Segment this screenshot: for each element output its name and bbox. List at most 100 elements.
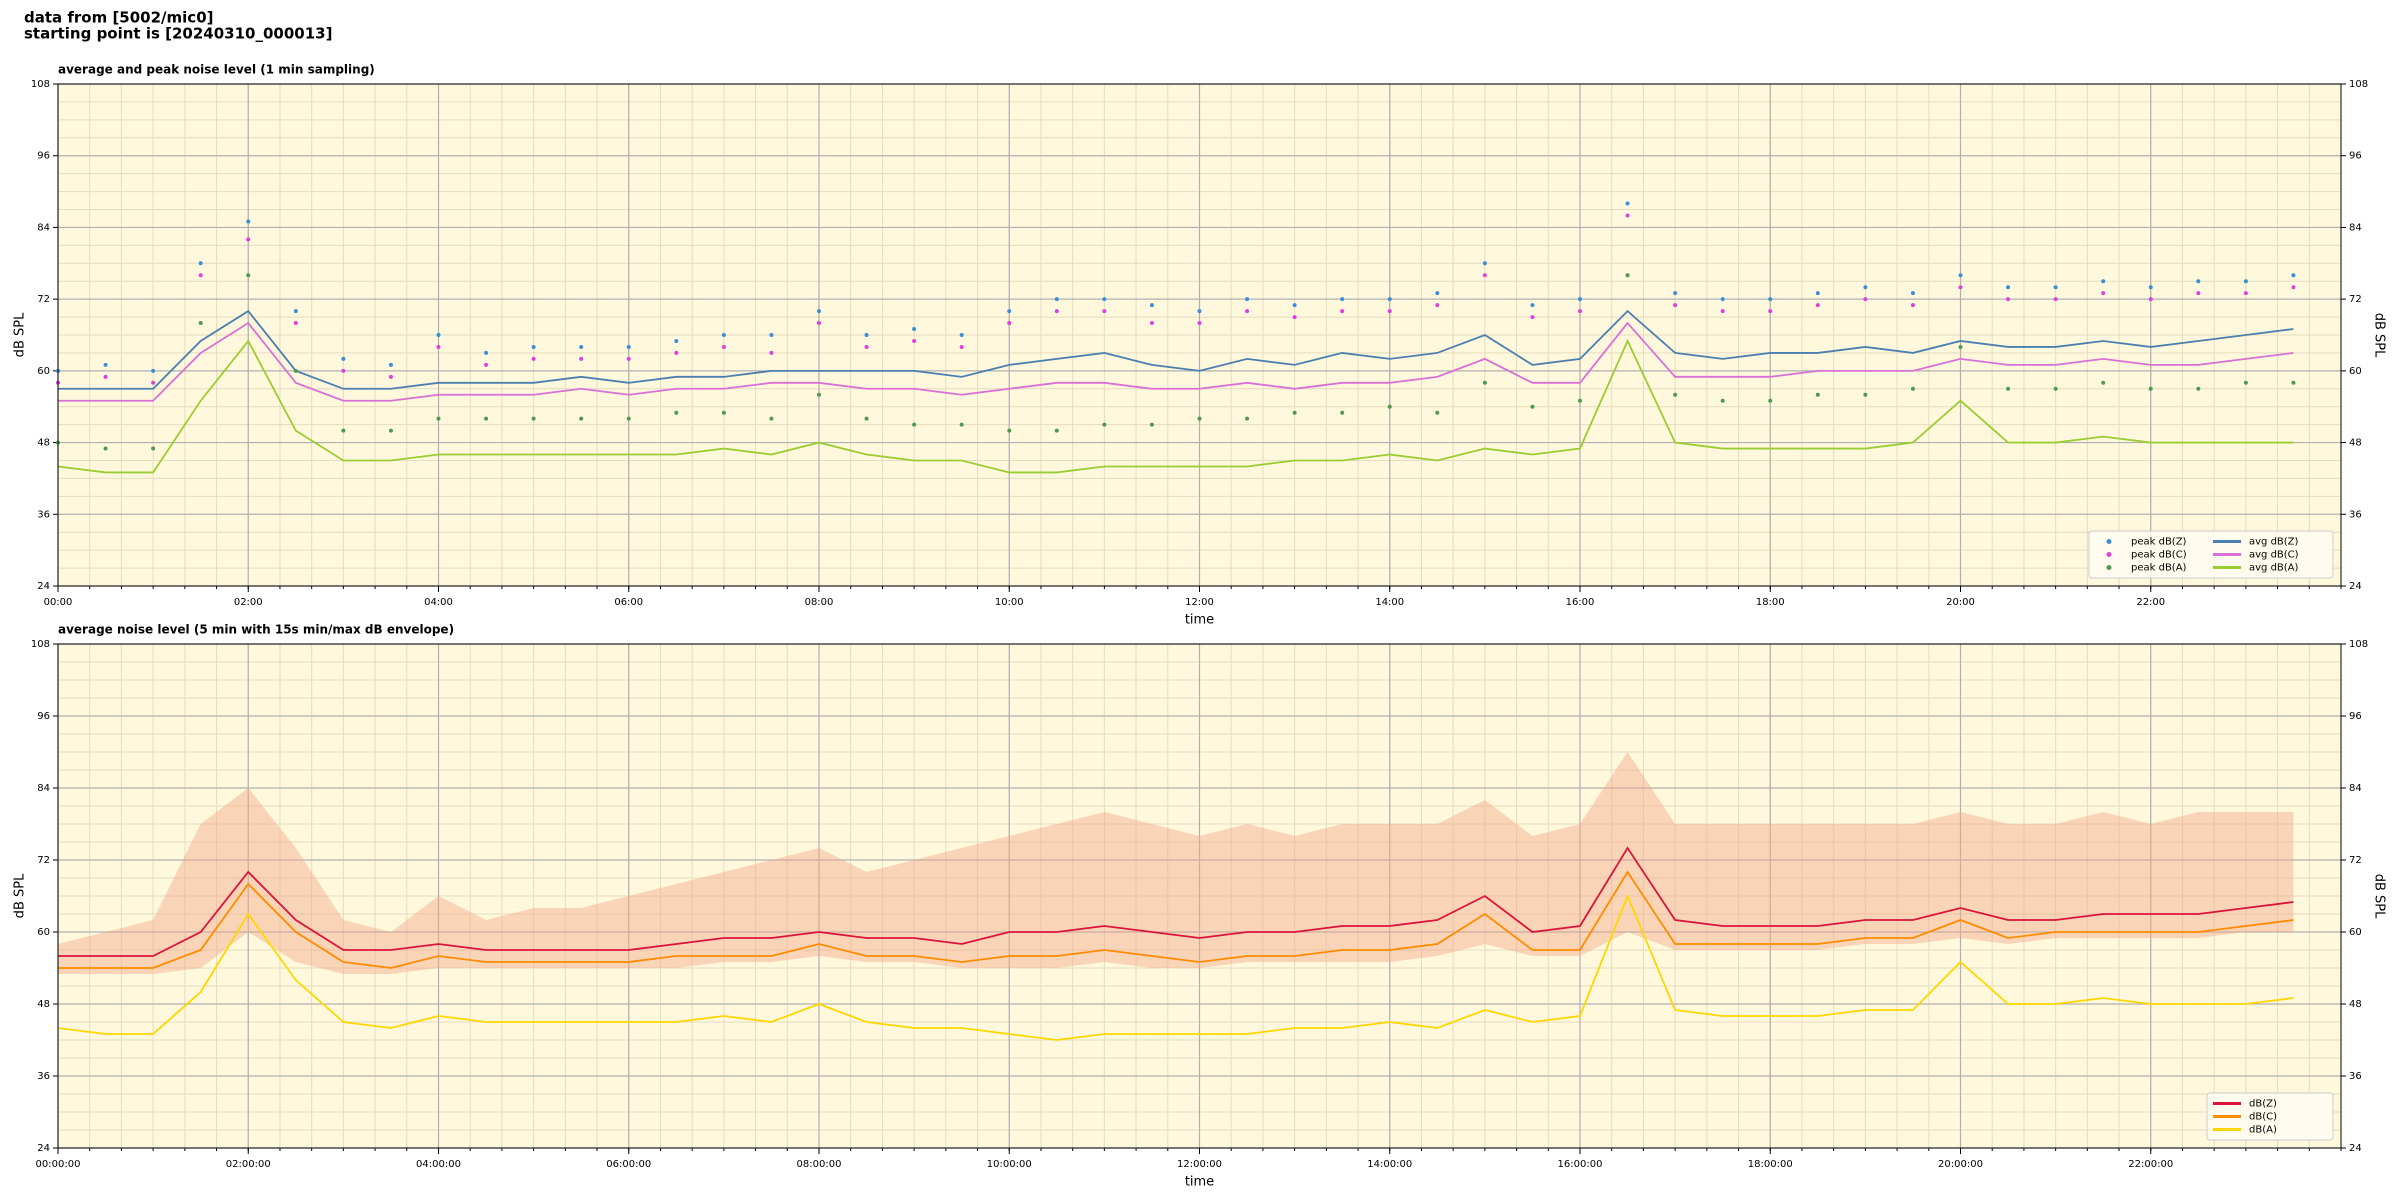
peak-point bbox=[959, 422, 964, 427]
peak-point bbox=[1007, 309, 1012, 314]
x-tick-label: 06:00:00 bbox=[606, 1159, 651, 1170]
peak-point bbox=[246, 273, 251, 278]
plot-title: average and peak noise level (1 min samp… bbox=[58, 63, 375, 77]
y-tick-label: 72 bbox=[37, 294, 50, 305]
peak-point bbox=[1149, 321, 1154, 326]
peak-point bbox=[1768, 309, 1773, 314]
y-axis-label: dB SPL bbox=[2372, 313, 2387, 358]
legend-label: dB(Z) bbox=[2249, 1099, 2277, 1110]
peak-point bbox=[1720, 398, 1725, 403]
peak-point bbox=[959, 333, 964, 337]
plot-frame bbox=[57, 643, 2342, 1149]
peak-point bbox=[1054, 297, 1059, 302]
x-tick-label: 04:00 bbox=[424, 597, 453, 608]
plot-title: average noise level (5 min with 15s min/… bbox=[58, 623, 454, 637]
peak-point bbox=[2053, 285, 2058, 290]
y-tick-label: 48 bbox=[37, 438, 50, 449]
peak-point bbox=[103, 362, 108, 367]
peak-point bbox=[1007, 428, 1012, 433]
peak-point bbox=[721, 410, 726, 415]
y-tick-label: 36 bbox=[2349, 1071, 2362, 1082]
peak-point bbox=[2291, 285, 2296, 290]
y-tick-label: 96 bbox=[2349, 711, 2362, 722]
peak-point bbox=[2053, 386, 2058, 391]
x-tick-label: 00:00 bbox=[44, 597, 73, 608]
x-tick-label: 08:00 bbox=[805, 597, 834, 608]
peak-point bbox=[2148, 297, 2153, 302]
peak-point bbox=[1245, 309, 1250, 314]
peak-point bbox=[246, 219, 251, 224]
peak-point bbox=[1292, 410, 1297, 415]
x-axis-label: time bbox=[1185, 1175, 1214, 1190]
peak-point bbox=[1435, 410, 1440, 415]
x-tick-label: 12:00:00 bbox=[1177, 1159, 1222, 1170]
peak-point bbox=[864, 416, 869, 421]
x-tick-label: 18:00 bbox=[1756, 597, 1785, 608]
x-tick-label: 16:00 bbox=[1566, 597, 1595, 608]
peak-point bbox=[1720, 297, 1725, 302]
y-tick-label: 36 bbox=[37, 1071, 50, 1082]
peak-point bbox=[1007, 321, 1012, 326]
peak-point bbox=[293, 321, 298, 326]
peak-point bbox=[1958, 273, 1963, 278]
peak-point bbox=[2291, 380, 2296, 385]
peak-point bbox=[2196, 386, 2201, 391]
peak-point bbox=[2006, 285, 2011, 290]
peak-point bbox=[817, 392, 821, 397]
peak-point bbox=[103, 374, 108, 379]
peak-point bbox=[1578, 309, 1582, 314]
y-tick-label: 24 bbox=[2349, 1143, 2362, 1154]
x-tick-label: 02:00:00 bbox=[226, 1159, 271, 1170]
peak-point bbox=[579, 344, 584, 349]
peak-point bbox=[2006, 386, 2011, 391]
peak-point bbox=[626, 416, 631, 421]
envelope-area bbox=[58, 752, 2294, 974]
y-tick-label: 24 bbox=[2349, 581, 2362, 592]
legend-marker bbox=[2106, 565, 2112, 570]
y-tick-label: 36 bbox=[2349, 509, 2362, 520]
peak-point bbox=[1673, 392, 1678, 397]
peak-point bbox=[1958, 285, 1963, 290]
series-line bbox=[57, 893, 2294, 1041]
peak-point bbox=[2101, 291, 2106, 296]
plot-frame bbox=[57, 83, 2342, 587]
peak-point bbox=[1815, 291, 1820, 296]
peak-point bbox=[388, 428, 393, 433]
peak-point bbox=[198, 321, 203, 326]
peak-point bbox=[1340, 410, 1345, 415]
peak-point bbox=[2243, 380, 2248, 385]
peak-point bbox=[484, 350, 489, 355]
peak-point bbox=[341, 368, 346, 373]
legend-label: dB(A) bbox=[2249, 1125, 2277, 1136]
peak-point bbox=[721, 333, 726, 337]
peak-point bbox=[1625, 213, 1630, 218]
legend-marker bbox=[2106, 539, 2112, 544]
x-tick-label: 08:00:00 bbox=[797, 1159, 842, 1170]
peak-point bbox=[721, 344, 726, 349]
peak-point bbox=[1292, 303, 1297, 308]
y-tick-label: 72 bbox=[2349, 855, 2362, 866]
y-tick-label: 60 bbox=[37, 366, 50, 377]
legend-marker bbox=[2106, 552, 2112, 557]
peak-point bbox=[1482, 380, 1487, 385]
legend-box bbox=[2088, 530, 2334, 579]
peak-point bbox=[151, 446, 156, 451]
peak-point bbox=[864, 344, 869, 349]
peak-point bbox=[436, 416, 441, 421]
legend-label: peak dB(C) bbox=[2131, 550, 2187, 561]
peak-point bbox=[1768, 398, 1773, 403]
y-tick-label: 84 bbox=[2349, 222, 2362, 233]
peak-point bbox=[579, 416, 584, 421]
peak-point bbox=[1910, 386, 1915, 391]
peak-point bbox=[1673, 291, 1678, 296]
peak-point bbox=[2291, 273, 2296, 278]
y-tick-label: 96 bbox=[37, 151, 50, 162]
peak-point bbox=[1768, 297, 1773, 302]
peak-point bbox=[2148, 285, 2153, 290]
peak-point bbox=[1245, 416, 1250, 421]
peak-point bbox=[484, 416, 489, 421]
peak-point bbox=[1863, 285, 1868, 290]
x-tick-label: 22:00:00 bbox=[2128, 1159, 2173, 1170]
peak-point bbox=[1435, 291, 1440, 296]
